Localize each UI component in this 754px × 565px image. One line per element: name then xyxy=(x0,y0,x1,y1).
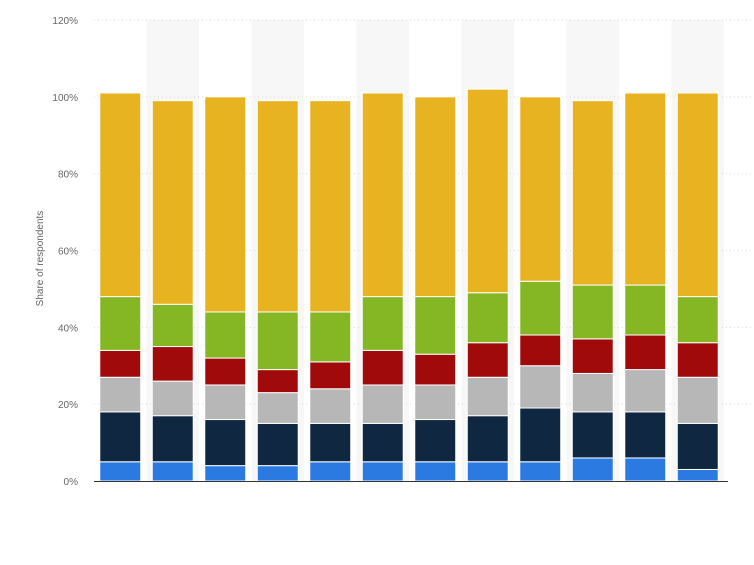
bar-segment xyxy=(151,303,194,348)
bar-segment xyxy=(309,422,352,463)
bar-segment xyxy=(204,465,247,482)
bar-segment xyxy=(151,100,194,305)
bar-segment xyxy=(624,284,667,336)
bar-segment xyxy=(99,92,142,298)
bar-segment xyxy=(309,100,352,313)
bar-segment xyxy=(466,88,509,294)
bar-segment xyxy=(571,372,614,413)
bar-segment xyxy=(361,92,404,298)
bar-segment xyxy=(151,346,194,382)
bar-segment xyxy=(414,353,457,386)
bar-segment xyxy=(309,311,352,363)
bar-segment xyxy=(519,407,562,463)
bar-segment xyxy=(571,457,614,482)
bar-segment xyxy=(414,419,457,463)
bar-segment xyxy=(624,334,667,371)
bar-segment xyxy=(519,96,562,282)
bar-segment xyxy=(204,311,247,359)
bar-segment xyxy=(676,92,719,298)
bar-segment xyxy=(624,369,667,413)
bar-segment xyxy=(204,384,247,421)
bar-segment xyxy=(361,422,404,463)
bar-segment xyxy=(204,357,247,386)
bar-segment xyxy=(519,280,562,336)
bar-segment xyxy=(466,342,509,378)
y-tick-labels: 0% 20% 40% 60% 80% 100% 120% xyxy=(52,16,78,488)
bar-segment xyxy=(256,100,299,313)
bar-segment xyxy=(676,422,719,470)
bar-segment xyxy=(256,369,299,394)
bar-segment xyxy=(256,465,299,482)
y-tick-label: 0% xyxy=(64,477,79,488)
bar-segment xyxy=(151,415,194,463)
bar-segment xyxy=(676,342,719,378)
bar-segment xyxy=(361,296,404,351)
y-tick-label: 60% xyxy=(58,247,78,258)
bar-segment xyxy=(361,384,404,424)
bar-segment xyxy=(466,292,509,344)
bar-segment xyxy=(519,461,562,482)
bar-segment xyxy=(624,92,667,286)
bar-segment xyxy=(256,311,299,371)
bar-segment xyxy=(414,296,457,355)
bar-segment xyxy=(99,296,142,351)
bar-segment xyxy=(361,461,404,482)
bar-segment xyxy=(151,380,194,417)
y-tick-label: 120% xyxy=(52,16,78,27)
bar-segment xyxy=(676,468,719,482)
bars xyxy=(99,88,719,482)
bar-segment xyxy=(571,411,614,459)
bar-segment xyxy=(519,365,562,409)
bar-segment xyxy=(309,461,352,482)
y-tick-label: 80% xyxy=(58,170,78,181)
bar-segment xyxy=(99,376,142,413)
bar-segment xyxy=(361,349,404,386)
bar-segment xyxy=(256,422,299,467)
bar-segment xyxy=(204,419,247,467)
bar-segment xyxy=(204,96,247,313)
bar-segment xyxy=(414,384,457,421)
y-tick-label: 40% xyxy=(58,323,78,334)
bar-segment xyxy=(466,415,509,463)
bar-segment xyxy=(309,361,352,390)
bar-segment xyxy=(414,461,457,482)
bar-segment xyxy=(99,349,142,378)
bar-segment xyxy=(676,376,719,424)
bar-segment xyxy=(414,96,457,298)
bar-segment xyxy=(676,296,719,344)
y-tick-label: 20% xyxy=(58,400,78,411)
bar-segment xyxy=(519,334,562,367)
bar-segment xyxy=(571,284,614,340)
bar-segment xyxy=(466,461,509,482)
y-axis-label: Share of respondents xyxy=(35,211,46,307)
bar-segment xyxy=(624,457,667,482)
bar-segment xyxy=(466,376,509,417)
bar-segment xyxy=(624,411,667,459)
y-tick-label: 100% xyxy=(52,93,78,104)
bar-segment xyxy=(256,392,299,424)
bar-segment xyxy=(151,461,194,482)
bar-segment xyxy=(571,100,614,286)
bar-segment xyxy=(99,411,142,463)
bar-segment xyxy=(571,338,614,374)
bar-segment xyxy=(99,461,142,482)
bar-segment xyxy=(309,388,352,424)
